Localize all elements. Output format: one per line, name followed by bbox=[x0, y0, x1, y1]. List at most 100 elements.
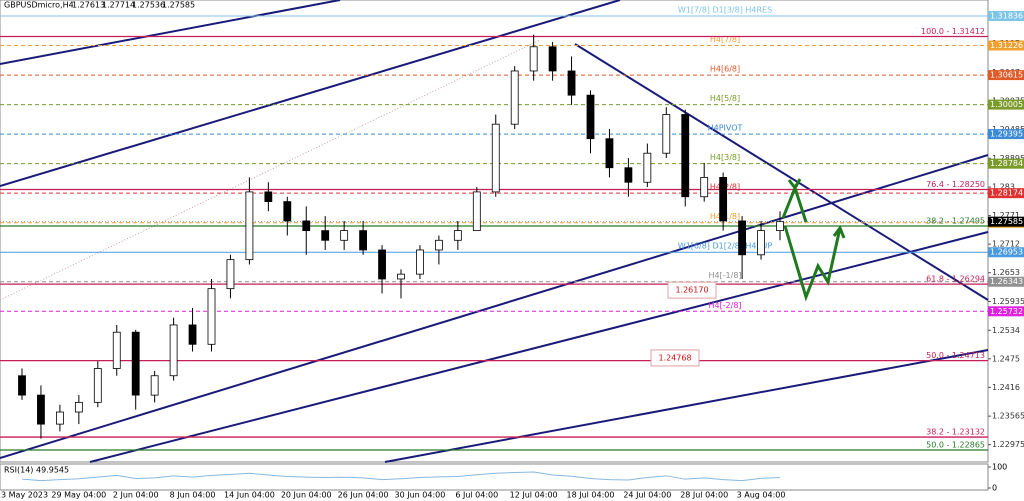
candle-body bbox=[757, 230, 765, 256]
rsi-line bbox=[21, 471, 781, 482]
candle-body bbox=[529, 46, 538, 72]
candle-body bbox=[643, 152, 652, 183]
fib-label: 76.4 - 1.28250 bbox=[926, 180, 985, 189]
x-tick-label: 23 May 2023 bbox=[0, 491, 48, 500]
candle-body bbox=[18, 375, 26, 396]
rsi-title: RSI(14) bbox=[4, 466, 33, 475]
x-tick-label: 29 May 04:00 bbox=[51, 491, 106, 500]
candle-body bbox=[226, 259, 235, 290]
x-tick-label: 30 Jun 04:00 bbox=[395, 491, 446, 500]
candle-body bbox=[586, 94, 595, 140]
y-tick-label: 1.2416 bbox=[992, 383, 1020, 392]
candle-body bbox=[700, 176, 709, 198]
header-ohlc: 1.27536 bbox=[132, 1, 165, 10]
candle-body bbox=[719, 176, 728, 222]
candle-body bbox=[150, 375, 159, 396]
candle-body bbox=[37, 394, 45, 425]
x-tick-label: 12 Jul 04:00 bbox=[510, 491, 558, 500]
x-tick-label: 14 Jun 04:00 bbox=[224, 491, 275, 500]
murrey-label: H4PIVOT bbox=[708, 124, 743, 133]
candle-body bbox=[264, 191, 273, 202]
y-tick-label: 1.23565 bbox=[992, 412, 1024, 421]
murrey-label: H4[-2/8] bbox=[708, 301, 741, 310]
price-badge bbox=[988, 276, 1024, 287]
fib-label: 38.2 - 1.23132 bbox=[926, 428, 985, 437]
x-tick-label: 26 Jun 04:00 bbox=[338, 491, 389, 500]
y-tick-label: 1.2534 bbox=[992, 326, 1020, 335]
candle-body bbox=[169, 324, 178, 377]
candle-body bbox=[397, 273, 405, 280]
price-badge bbox=[988, 306, 1024, 317]
fib-label: 38.2 - 1.27495 bbox=[926, 217, 985, 226]
header-ohlc: 1.27714 bbox=[102, 1, 135, 10]
murrey-label: H4[-1/8] bbox=[708, 271, 741, 280]
x-tick-label: 3 Aug 04:00 bbox=[737, 491, 786, 500]
candle-body bbox=[776, 221, 784, 232]
annotation-box bbox=[650, 349, 700, 367]
murrey-label: W1[7/8] D1[3/8] H4RES bbox=[678, 6, 772, 15]
current-price-badge-label: 1.27585 bbox=[990, 217, 1023, 226]
price-badge-label: 1.30615 bbox=[990, 71, 1023, 80]
candle-body bbox=[605, 138, 614, 169]
price-badge-label: 1.30005 bbox=[990, 100, 1023, 109]
price-badge-label: 1.31836 bbox=[990, 12, 1023, 21]
y-tick-label: 1.2653 bbox=[992, 268, 1020, 277]
y-tick-label: 1.2475 bbox=[992, 354, 1020, 363]
rsi-last: 49.9545 bbox=[36, 466, 69, 475]
candle-body bbox=[245, 191, 254, 261]
y-tick-label: 1.22975 bbox=[992, 440, 1024, 449]
annotation: 1.26170 bbox=[675, 286, 708, 295]
candle-body bbox=[378, 249, 386, 280]
candle-body bbox=[74, 401, 83, 413]
x-tick-label: 18 Jul 04:00 bbox=[567, 491, 615, 500]
rsi-tick-label: 0 bbox=[992, 484, 997, 493]
murrey-label: W1[6/8] D1[2/8] H4SUP bbox=[678, 242, 773, 251]
price-badge-label: 1.26343 bbox=[990, 277, 1023, 286]
forecast-arrows bbox=[781, 178, 846, 302]
price-badge bbox=[988, 247, 1024, 258]
price-badge bbox=[988, 40, 1024, 51]
candle-body bbox=[359, 230, 368, 251]
x-tick-label: 20 Jun 04:00 bbox=[281, 491, 332, 500]
symbol: GBPUSDmicro,H4 bbox=[4, 1, 74, 10]
candle-body bbox=[416, 249, 424, 275]
candle-body bbox=[207, 288, 216, 345]
candle-body bbox=[738, 220, 746, 256]
fib-label: 50.0 - 1.22865 bbox=[926, 441, 985, 450]
y-tick-label: 1.283 bbox=[992, 183, 1015, 192]
projection-line bbox=[0, 39, 541, 301]
y-tick-label: 1.2771 bbox=[992, 211, 1020, 220]
y-tick-label: 1.25935 bbox=[992, 297, 1024, 306]
x-tick-label: 24 Jul 04:00 bbox=[623, 491, 671, 500]
murrey-label: H4[6/8] bbox=[710, 65, 740, 74]
candle-body bbox=[472, 191, 481, 232]
price-badge-label: 1.29395 bbox=[990, 130, 1023, 139]
candle-body bbox=[662, 114, 671, 154]
price-badge bbox=[988, 70, 1024, 81]
candle-body bbox=[93, 368, 102, 403]
candle-body bbox=[112, 331, 121, 369]
fib-label: 50.0 - 1.24713 bbox=[926, 351, 985, 360]
candle-body bbox=[453, 230, 462, 241]
fib-label: 100.0 - 1.31412 bbox=[921, 27, 985, 36]
price-badge-label: 1.31226 bbox=[990, 41, 1023, 50]
price-badge bbox=[988, 99, 1024, 110]
current-price-badge bbox=[988, 216, 1024, 227]
price-badge-label: 1.28784 bbox=[990, 159, 1023, 168]
rsi-frame bbox=[0, 463, 989, 491]
candle-body bbox=[321, 230, 330, 241]
price-badge bbox=[988, 158, 1024, 169]
candle-body bbox=[681, 114, 690, 198]
price-badge bbox=[988, 188, 1024, 199]
header-ohlc: 1.27613 bbox=[72, 1, 105, 10]
price-badge-label: 1.26953 bbox=[990, 248, 1023, 257]
candle-body bbox=[548, 46, 557, 72]
candle-body bbox=[491, 123, 500, 193]
murrey-label: H4[5/8] bbox=[710, 94, 740, 103]
candle-body bbox=[188, 324, 197, 345]
candle-body bbox=[340, 230, 349, 241]
candle-body bbox=[302, 220, 311, 232]
candle-body bbox=[283, 201, 292, 222]
candle-body bbox=[510, 70, 519, 125]
